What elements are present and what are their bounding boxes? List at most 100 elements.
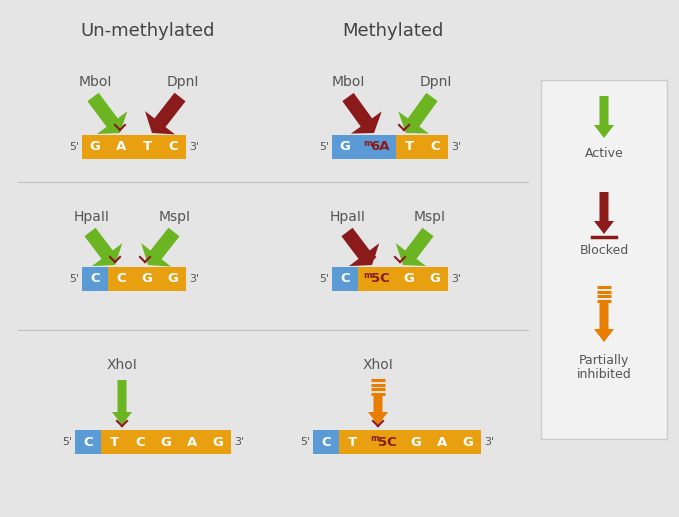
Text: XhoI: XhoI — [363, 358, 393, 372]
FancyBboxPatch shape — [332, 135, 358, 159]
Polygon shape — [594, 96, 614, 138]
Text: 5': 5' — [319, 142, 329, 152]
Text: G: G — [213, 435, 223, 449]
Text: A: A — [437, 435, 447, 449]
FancyBboxPatch shape — [358, 135, 396, 159]
Polygon shape — [342, 228, 380, 266]
Text: G: G — [403, 272, 414, 285]
Polygon shape — [396, 228, 434, 266]
Text: 3': 3' — [189, 142, 199, 152]
Text: HpaII: HpaII — [74, 210, 110, 224]
Text: C: C — [90, 272, 100, 285]
Text: 5C: 5C — [378, 435, 397, 449]
Text: G: G — [168, 272, 179, 285]
FancyBboxPatch shape — [403, 430, 429, 454]
Text: 5': 5' — [300, 437, 310, 447]
Text: 3': 3' — [189, 274, 199, 284]
FancyBboxPatch shape — [134, 135, 160, 159]
FancyBboxPatch shape — [179, 430, 205, 454]
Polygon shape — [594, 192, 614, 234]
Text: m: m — [363, 139, 371, 148]
FancyBboxPatch shape — [313, 430, 339, 454]
Text: 5': 5' — [69, 274, 79, 284]
Text: T: T — [348, 435, 356, 449]
FancyBboxPatch shape — [82, 267, 108, 291]
Text: 5': 5' — [69, 142, 79, 152]
FancyBboxPatch shape — [365, 430, 403, 454]
Text: MspI: MspI — [159, 210, 191, 224]
FancyBboxPatch shape — [101, 430, 127, 454]
Polygon shape — [342, 93, 382, 133]
Text: 6A: 6A — [370, 141, 390, 154]
FancyBboxPatch shape — [455, 430, 481, 454]
Text: C: C — [116, 272, 126, 285]
Text: G: G — [340, 141, 350, 154]
Text: G: G — [430, 272, 441, 285]
FancyBboxPatch shape — [422, 135, 448, 159]
Polygon shape — [398, 93, 438, 133]
Text: 3': 3' — [451, 142, 461, 152]
FancyBboxPatch shape — [358, 267, 396, 291]
Text: 5': 5' — [319, 274, 329, 284]
FancyBboxPatch shape — [422, 267, 448, 291]
Text: C: C — [430, 141, 440, 154]
Text: C: C — [135, 435, 145, 449]
Text: G: G — [462, 435, 473, 449]
Text: DpnI: DpnI — [420, 75, 452, 89]
Text: m: m — [363, 271, 371, 280]
Polygon shape — [368, 396, 388, 425]
Text: m: m — [370, 434, 379, 443]
FancyBboxPatch shape — [205, 430, 231, 454]
FancyBboxPatch shape — [541, 80, 667, 439]
Text: T: T — [143, 141, 151, 154]
Text: C: C — [321, 435, 331, 449]
FancyBboxPatch shape — [339, 430, 365, 454]
FancyBboxPatch shape — [75, 430, 101, 454]
Text: inhibited: inhibited — [576, 368, 631, 381]
Text: A: A — [116, 141, 126, 154]
Text: G: G — [411, 435, 422, 449]
Polygon shape — [88, 93, 128, 134]
Text: C: C — [168, 141, 178, 154]
Text: 3': 3' — [484, 437, 494, 447]
FancyBboxPatch shape — [82, 135, 108, 159]
FancyBboxPatch shape — [396, 135, 422, 159]
Text: MboI: MboI — [78, 75, 111, 89]
Text: HpaII: HpaII — [330, 210, 366, 224]
Text: 5C: 5C — [371, 272, 390, 285]
Polygon shape — [84, 228, 122, 266]
Text: G: G — [90, 141, 100, 154]
Text: MspI: MspI — [414, 210, 446, 224]
Text: Partially: Partially — [579, 354, 629, 367]
Text: Blocked: Blocked — [579, 244, 629, 257]
FancyBboxPatch shape — [332, 267, 358, 291]
Text: G: G — [160, 435, 171, 449]
Text: Active: Active — [585, 147, 623, 160]
FancyBboxPatch shape — [160, 135, 186, 159]
FancyBboxPatch shape — [429, 430, 455, 454]
Text: Methylated: Methylated — [342, 22, 443, 40]
FancyBboxPatch shape — [396, 267, 422, 291]
Text: A: A — [187, 435, 197, 449]
Text: C: C — [340, 272, 350, 285]
Text: XhoI: XhoI — [107, 358, 137, 372]
FancyBboxPatch shape — [127, 430, 153, 454]
FancyBboxPatch shape — [160, 267, 186, 291]
Polygon shape — [594, 303, 614, 342]
Text: 5': 5' — [62, 437, 72, 447]
FancyBboxPatch shape — [134, 267, 160, 291]
Text: C: C — [84, 435, 93, 449]
Polygon shape — [112, 380, 132, 425]
FancyBboxPatch shape — [108, 267, 134, 291]
Polygon shape — [145, 93, 185, 134]
FancyBboxPatch shape — [108, 135, 134, 159]
Text: G: G — [141, 272, 153, 285]
Text: Un-methylated: Un-methylated — [81, 22, 215, 40]
Text: T: T — [109, 435, 119, 449]
Text: DpnI: DpnI — [167, 75, 199, 89]
Text: 3': 3' — [451, 274, 461, 284]
Text: 3': 3' — [234, 437, 244, 447]
Text: T: T — [405, 141, 414, 154]
FancyBboxPatch shape — [153, 430, 179, 454]
Polygon shape — [141, 227, 179, 267]
